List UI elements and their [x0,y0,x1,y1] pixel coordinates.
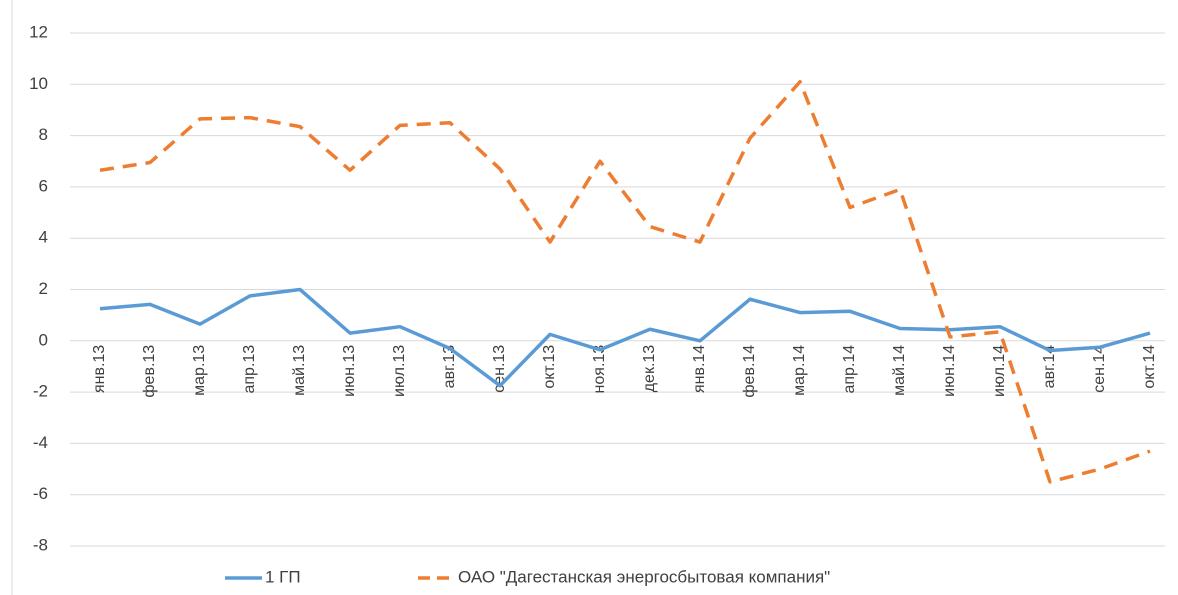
y-tick-label: 2 [39,279,48,298]
x-tick-label: июл.13 [391,345,408,397]
x-tick-label: окт.14 [1141,345,1158,389]
y-tick-label: 0 [39,330,48,349]
y-tick-label: 12 [29,22,48,41]
x-tick-label: июл.14 [991,345,1008,397]
y-tick-label: -4 [33,433,48,452]
x-tick-label: фев.13 [141,345,158,398]
x-tick-label: май.14 [891,345,908,396]
x-tick-label: май.13 [291,345,308,396]
y-tick-label: -6 [33,484,48,503]
x-tick-label: мар.13 [191,345,208,396]
y-tick-label: 10 [29,74,48,93]
legend-label: 1 ГП [265,567,301,586]
y-tick-label: -8 [33,535,48,554]
series-line [99,79,1151,484]
x-tick-label: апр.13 [241,345,258,394]
x-tick-label: июн.14 [941,345,958,397]
y-tick-label: 6 [39,176,48,195]
x-tick-label: ноя.13 [591,345,608,394]
x-tick-label: авг.13 [441,345,458,389]
legend-label: ОАО "Дагестанская энергосбытовая компани… [458,567,830,586]
x-tick-label: июн.13 [341,345,358,397]
y-tick-label: -2 [33,382,48,401]
x-tick-label: мар.14 [791,345,808,396]
x-tick-label: авг.14 [1041,345,1058,389]
y-tick-label: 8 [39,125,48,144]
x-tick-label: сен.14 [1091,345,1108,393]
x-tick-label: фев.14 [741,345,758,398]
x-tick-label: апр.14 [841,345,858,394]
x-tick-label: окт.13 [541,345,558,389]
y-tick-label: 4 [39,228,48,247]
x-tick-label: янв.14 [691,345,708,393]
x-tick-label: янв.13 [91,345,108,393]
x-tick-label: дек.13 [641,345,658,393]
series-line [99,287,1151,388]
